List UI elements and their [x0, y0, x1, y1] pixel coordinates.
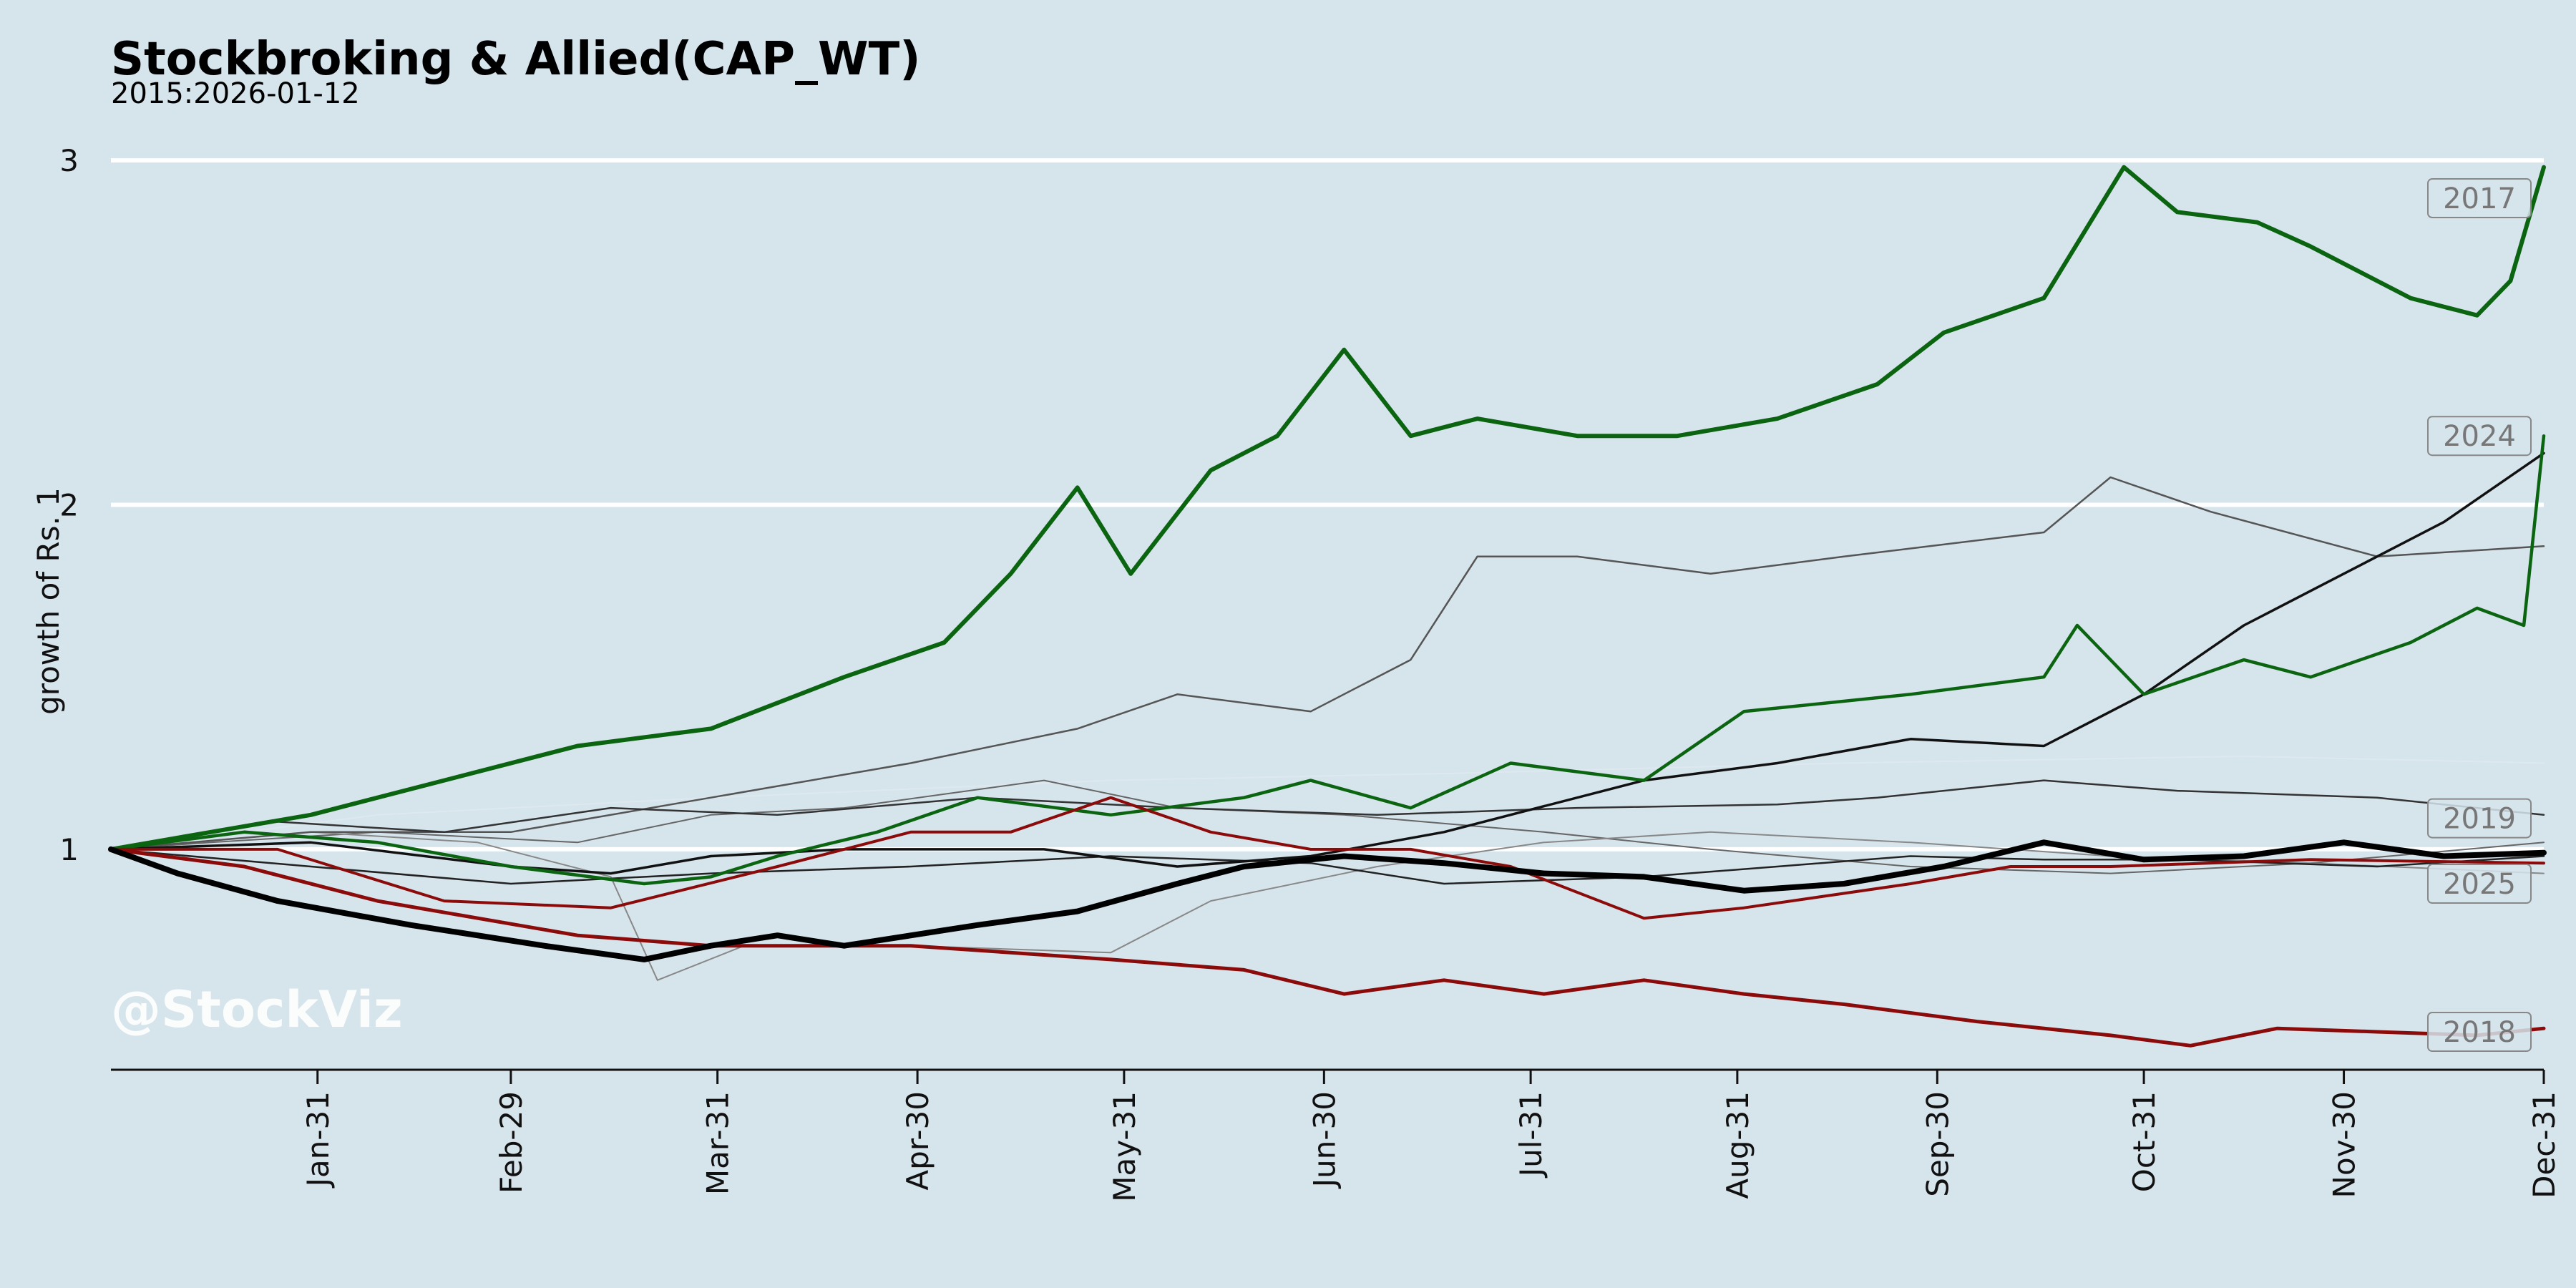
end-label-box: [2427, 178, 2532, 219]
x-axis: Jan-31 Feb-29 Mar-31 Apr-30 May-31 Jun-30 Jul-…: [111, 1068, 2562, 1202]
x-tick-label: May-31: [1107, 1091, 1142, 1202]
x-tick-label: Feb-29: [494, 1091, 529, 1194]
end-label-2017: 2017: [2427, 178, 2532, 219]
watermark: @StockViz: [111, 980, 403, 1039]
end-label-box: [2427, 416, 2532, 457]
end-label-2019: 2019: [2427, 798, 2532, 839]
x-tick-label: Mar-31: [701, 1091, 736, 1195]
series-line-2019: [109, 779, 2545, 851]
end-label-text: 2025: [2443, 868, 2516, 901]
y-tick-label: 1: [59, 832, 79, 867]
series-line-2023: [109, 434, 2546, 886]
series-line-2026: [108, 839, 2547, 962]
x-tick-label: Dec-31: [2527, 1091, 2562, 1199]
x-tick-label: Sep-30: [1920, 1091, 1955, 1197]
end-label-2025: 2025: [2427, 864, 2532, 904]
end-label-text: 2018: [2443, 1016, 2516, 1049]
end-label-box: [2427, 864, 2532, 904]
series-lines: [108, 165, 2547, 1048]
x-tick-label: Apr-30: [900, 1091, 935, 1191]
chart-subtitle: 2015:2026-01-12: [111, 77, 360, 110]
y-axis-label: growth of Rs. 1: [31, 487, 66, 715]
end-label-text: 2019: [2443, 803, 2516, 836]
series-line-2016: [110, 755, 2545, 850]
end-label-box: [2427, 798, 2532, 839]
y-tick-label: 3: [59, 143, 79, 178]
end-label-text: 2017: [2443, 182, 2516, 215]
series-line-2024: [109, 452, 2545, 875]
series-line-2022: [109, 796, 2545, 920]
y-axis-ticks: 1 2 3: [59, 143, 79, 867]
x-tick-label: Jul-31: [1513, 1091, 1548, 1179]
end-label-box: [2427, 1012, 2532, 1053]
end-label-text: 2024: [2443, 420, 2516, 453]
x-tick-label: Aug-31: [1720, 1091, 1755, 1199]
x-tick-label: Jun-30: [1307, 1091, 1342, 1189]
chart-title: Stockbroking & Allied(CAP_WT): [111, 33, 920, 86]
end-label-2024: 2024: [2427, 416, 2532, 457]
y-tick-label: 2: [59, 487, 79, 522]
x-tick-label: Jan-31: [301, 1091, 336, 1189]
end-labels: 2017 2024 2019 2025 2018: [2427, 178, 2532, 1053]
series-line-2021: [109, 476, 2545, 851]
x-tick-label: Nov-30: [2327, 1091, 2362, 1198]
series-line-2018: [109, 847, 2546, 1048]
series-line-2017: [109, 165, 2546, 852]
end-label-2018: 2018: [2427, 1012, 2532, 1053]
x-tick-label: Oct-31: [2127, 1091, 2162, 1192]
